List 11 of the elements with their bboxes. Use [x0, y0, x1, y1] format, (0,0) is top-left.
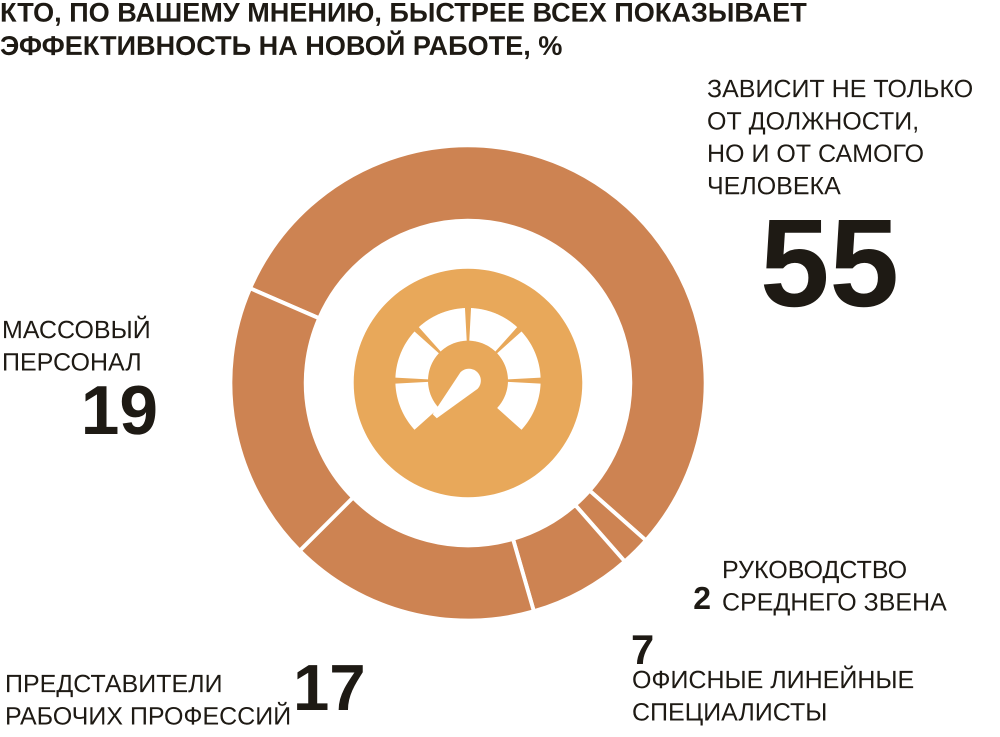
slice-label: РУКОВОДСТВО СРЕДНЕГО ЗВЕНА	[723, 560, 947, 616]
data-label: 19	[85, 386, 156, 435]
slice-label: МАССОВЫЙ ПЕРСОНАЛ	[4, 316, 149, 371]
slice-label: ЗАВИСИТ НЕ ТОЛЬКО ОТ ДОЛЖНОСТИ, НО И ОТ САМОГО ЧЕЛОВЕКА	[708, 80, 972, 194]
data-label: 17	[297, 665, 363, 710]
chart-title: КТО, ПО ВАШЕМУ МНЕНИЮ, БЫСТРЕЕ ВСЕХ ПОКАЗЫВАЕТ ЭФФЕКТИВНОСТЬ НА НОВОЙ РАБОТЕ, %	[0, 2, 806, 60]
slice-label: ОФИСНЫЕ ЛИНЕЙНЫЕ СПЕЦИАЛИСТЫ	[633, 666, 914, 726]
data-label: 55	[764, 220, 896, 308]
data-label: 7	[632, 635, 652, 664]
slice-label: ПРЕДСТАВИТЕЛИ РАБОЧИХ ПРОФЕССИЙ	[7, 674, 290, 725]
data-label: 2	[694, 586, 710, 609]
